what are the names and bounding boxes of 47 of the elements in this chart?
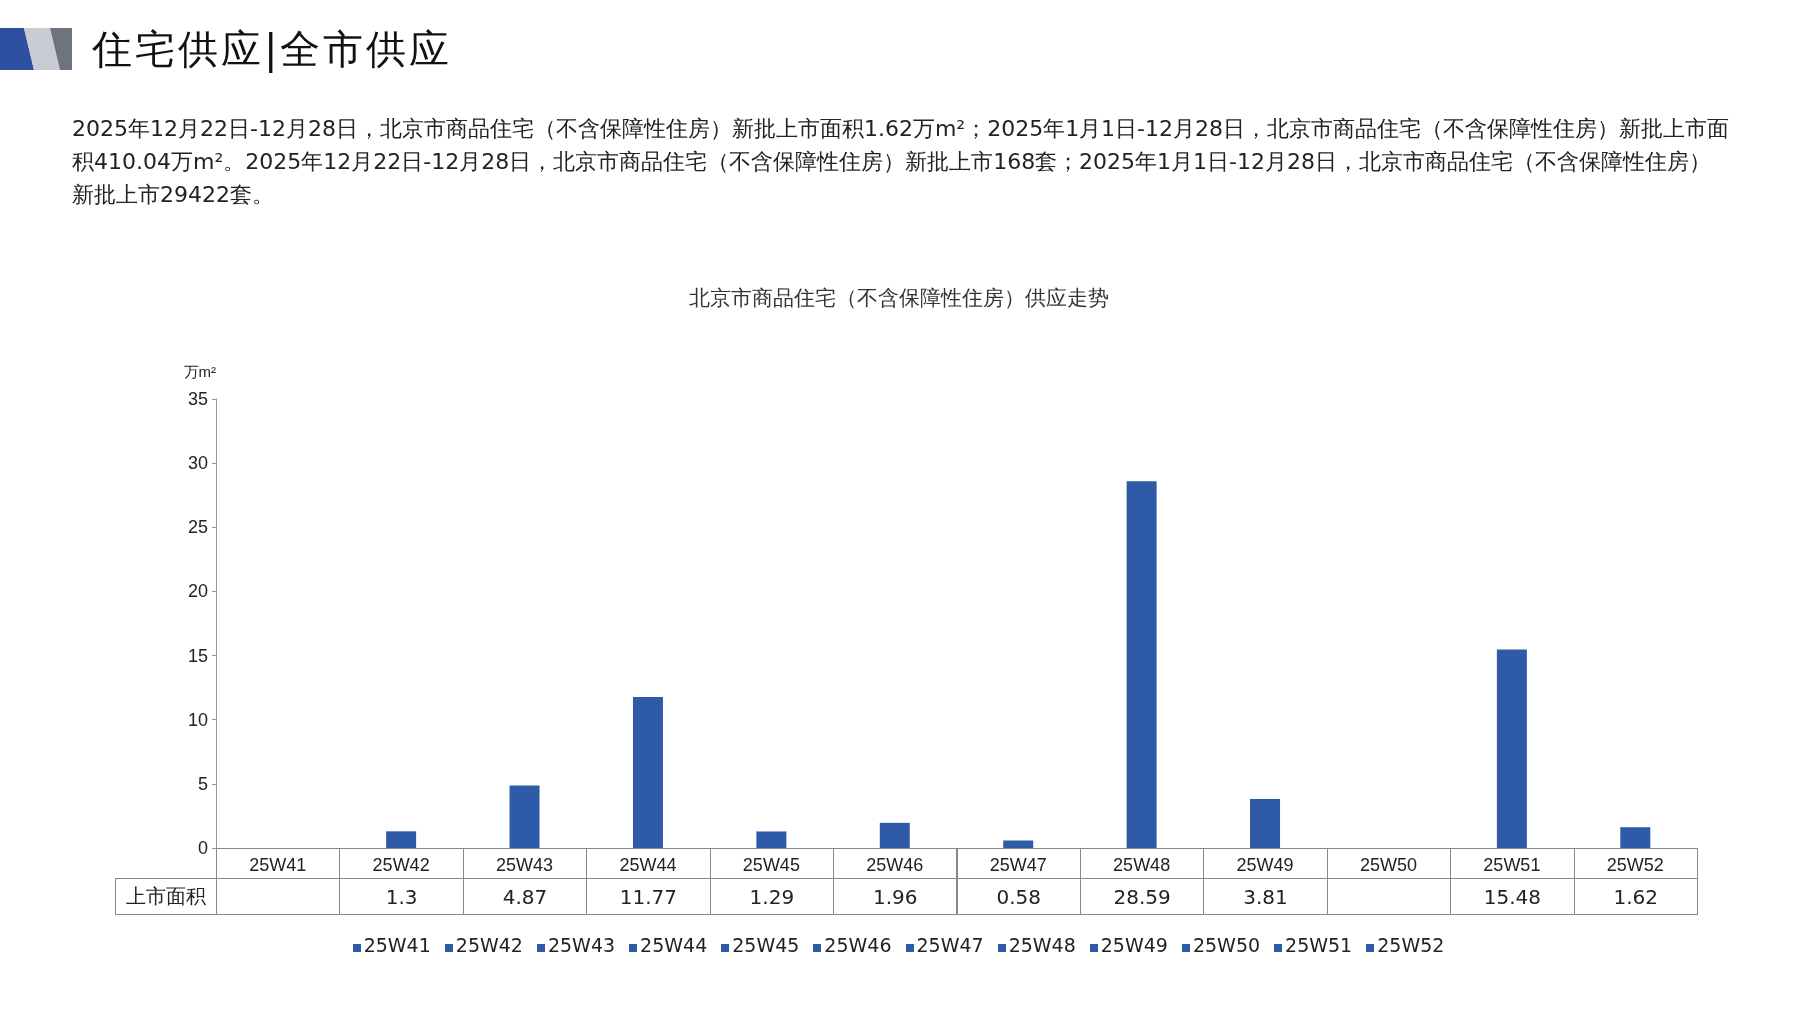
x-tick-label: 25W49 — [1236, 855, 1294, 875]
x-tick-label: 25W43 — [496, 855, 554, 875]
category-label: 25W42 — [455, 934, 523, 956]
category-label: 25W43 — [547, 934, 616, 956]
y-tick-label: 25 — [187, 517, 208, 538]
x-tick-label: 25W44 — [619, 855, 677, 875]
category-label: 25W51 — [1285, 934, 1353, 956]
x-tick-label: 25W50 — [1359, 855, 1417, 875]
category-label: 25W49 — [1100, 934, 1168, 956]
data-label: 1.29 — [709, 878, 835, 915]
x-tick-label: 25W45 — [742, 855, 800, 875]
x-tick-label: 25W46 — [866, 855, 924, 875]
category-label: 25W46 — [824, 934, 892, 956]
category-label: 25W47 — [916, 934, 984, 956]
category-label: 25W52 — [1377, 934, 1445, 956]
x-tick-label: 25W48 — [1113, 855, 1171, 875]
category-label: 25W44 — [640, 934, 708, 956]
chart-title: 北京市商品住宅（不含保障性住房）供应走势 — [688, 286, 1109, 309]
data-label: 28.59 — [1079, 878, 1205, 915]
data-label: 15.48 — [1450, 878, 1575, 915]
data-label: 11.77 — [586, 878, 711, 915]
y-tick-label: 15 — [187, 645, 208, 666]
data-label: 1.62 — [1573, 878, 1698, 915]
category-label: 25W45 — [732, 934, 800, 956]
x-tick-label: 25W51 — [1483, 855, 1541, 875]
y-tick-label: 10 — [187, 709, 208, 730]
data-label: 1.96 — [833, 878, 958, 915]
y-tick-label: 20 — [187, 581, 208, 602]
category-label: 25W50 — [1192, 934, 1261, 956]
y-axis-title: 万m² — [183, 363, 216, 380]
data-label: 0.58 — [956, 878, 1081, 915]
y-tick-label: 5 — [197, 773, 208, 794]
text: 住宅供应|全市供应 — [92, 25, 453, 75]
y-tick-label: 30 — [187, 453, 208, 474]
y-tick-label: 35 — [187, 389, 208, 409]
text: 2025年12月22日-12月28日，北京市商品住宅（不含保障性住房）新批上市面积1.62万m²；2025年1月1日-12月28日，北京市商品住宅（不含保障性住房）新批上市面积410.04万m²。2025年12月22日-12月28日，北京市商品住宅（不含保障性住房）新批上市168套；2025年1月1日-12月28日，北京市商品住宅（不含保障性住房）新批上市29422套。 — [72, 115, 1731, 209]
category-label: 25W41 — [363, 934, 431, 956]
x-tick-label: 25W41 — [249, 855, 307, 875]
y-tick-label: 0 — [197, 838, 208, 858]
x-tick-label: 25W52 — [1606, 855, 1664, 875]
data-label: 1.3 — [339, 878, 464, 915]
x-tick-label: 25W47 — [989, 855, 1047, 875]
data-label: 4.87 — [462, 878, 588, 915]
x-tick-label: 25W42 — [372, 855, 430, 875]
text: 上市面积 — [115, 878, 217, 915]
data-label: 3.81 — [1203, 878, 1328, 915]
category-label: 25W48 — [1008, 934, 1076, 956]
